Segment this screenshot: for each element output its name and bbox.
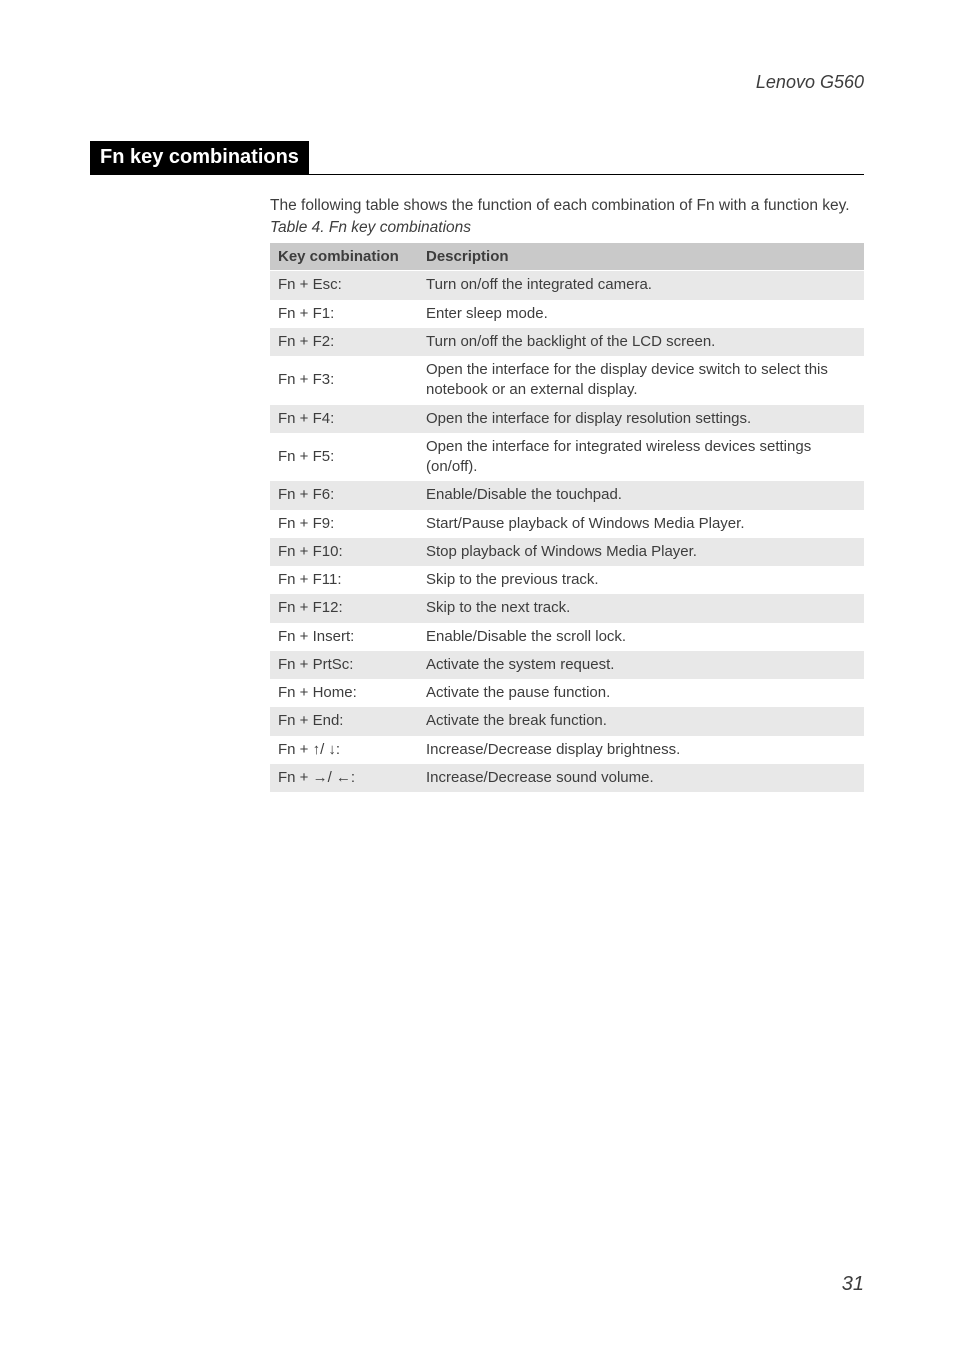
cell-key: Fn + F6: <box>270 481 418 509</box>
table-row: Fn + F5:Open the interface for integrate… <box>270 433 864 482</box>
cell-key: Fn + Insert: <box>270 623 418 651</box>
cell-desc: Open the interface for integrated wirele… <box>418 433 864 482</box>
table-row: Fn + Home:Activate the pause function. <box>270 679 864 707</box>
table-header-row: Key combination Description <box>270 243 864 271</box>
table-caption: Table 4. Fn key combinations <box>270 219 864 237</box>
cell-desc: Activate the break function. <box>418 707 864 735</box>
section-heading: Fn key combinations <box>90 141 309 174</box>
page-number: 31 <box>842 1273 864 1296</box>
cell-key: Fn + →/ ←: <box>270 764 418 792</box>
table-row: Fn + Esc:Turn on/off the integrated came… <box>270 271 864 300</box>
cell-desc: Skip to the previous track. <box>418 566 864 594</box>
cell-desc: Open the interface for the display devic… <box>418 356 864 405</box>
cell-desc: Enable/Disable the scroll lock. <box>418 623 864 651</box>
cell-key: Fn + ↑/ ↓: <box>270 736 418 764</box>
content-block: The following table shows the function o… <box>270 195 864 792</box>
cell-key: Fn + F4: <box>270 405 418 433</box>
table-row: Fn + End:Activate the break function. <box>270 707 864 735</box>
cell-key: Fn + F10: <box>270 538 418 566</box>
cell-desc: Turn on/off the backlight of the LCD scr… <box>418 328 864 356</box>
table-row: Fn + F10:Stop playback of Windows Media … <box>270 538 864 566</box>
cell-key: Fn + Esc: <box>270 271 418 300</box>
table-row: Fn + ↑/ ↓:Increase/Decrease display brig… <box>270 736 864 764</box>
cell-key: Fn + F2: <box>270 328 418 356</box>
cell-key: Fn + F12: <box>270 594 418 622</box>
cell-desc: Stop playback of Windows Media Player. <box>418 538 864 566</box>
cell-desc: Enter sleep mode. <box>418 300 864 328</box>
col-header-desc: Description <box>418 243 864 271</box>
intro-text: The following table shows the function o… <box>270 195 864 217</box>
cell-desc: Increase/Decrease sound volume. <box>418 764 864 792</box>
cell-key: Fn + F1: <box>270 300 418 328</box>
table-row: Fn + →/ ←:Increase/Decrease sound volume… <box>270 764 864 792</box>
section-heading-row: Fn key combinations <box>90 141 864 175</box>
cell-desc: Increase/Decrease display brightness. <box>418 736 864 764</box>
table-row: Fn + F3:Open the interface for the displ… <box>270 356 864 405</box>
cell-key: Fn + Home: <box>270 679 418 707</box>
model-label: Lenovo G560 <box>90 72 864 93</box>
table-row: Fn + F6:Enable/Disable the touchpad. <box>270 481 864 509</box>
cell-desc: Turn on/off the integrated camera. <box>418 271 864 300</box>
table-row: Fn + F1:Enter sleep mode. <box>270 300 864 328</box>
cell-key: Fn + F9: <box>270 510 418 538</box>
table-row: Fn + Insert:Enable/Disable the scroll lo… <box>270 623 864 651</box>
cell-desc: Skip to the next track. <box>418 594 864 622</box>
col-header-key: Key combination <box>270 243 418 271</box>
cell-key: Fn + F5: <box>270 433 418 482</box>
cell-key: Fn + F11: <box>270 566 418 594</box>
cell-key: Fn + End: <box>270 707 418 735</box>
table-row: Fn + F9:Start/Pause playback of Windows … <box>270 510 864 538</box>
cell-desc: Enable/Disable the touchpad. <box>418 481 864 509</box>
table-row: Fn + F12:Skip to the next track. <box>270 594 864 622</box>
table-row: Fn + PrtSc:Activate the system request. <box>270 651 864 679</box>
table-row: Fn + F2:Turn on/off the backlight of the… <box>270 328 864 356</box>
cell-key: Fn + PrtSc: <box>270 651 418 679</box>
cell-desc: Activate the system request. <box>418 651 864 679</box>
cell-desc: Activate the pause function. <box>418 679 864 707</box>
cell-key: Fn + F3: <box>270 356 418 405</box>
cell-desc: Open the interface for display resolutio… <box>418 405 864 433</box>
cell-desc: Start/Pause playback of Windows Media Pl… <box>418 510 864 538</box>
fn-key-table: Key combination Description Fn + Esc:Tur… <box>270 243 864 792</box>
table-row: Fn + F11:Skip to the previous track. <box>270 566 864 594</box>
table-row: Fn + F4:Open the interface for display r… <box>270 405 864 433</box>
